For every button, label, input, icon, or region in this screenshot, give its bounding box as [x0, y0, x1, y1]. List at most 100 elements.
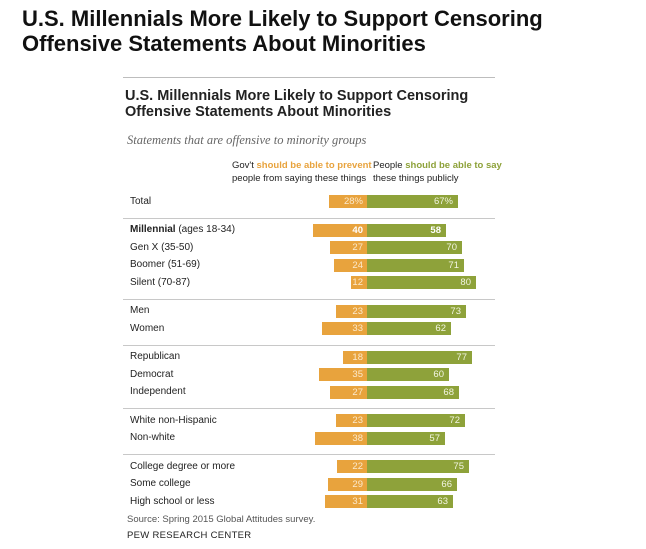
- value-prevent-independent: 27: [352, 386, 363, 398]
- row-label-text: Silent (70-87): [130, 276, 191, 288]
- row-label-text: Some college: [130, 478, 191, 489]
- bar-say-white-non-hispanic: [367, 414, 465, 427]
- value-say-independent: 68: [443, 386, 454, 398]
- group-divider: [123, 217, 495, 219]
- page-title-line-1: U.S. Millennials More Likely to Support …: [22, 6, 543, 31]
- value-say-gen-x-35-50: 70: [446, 242, 457, 253]
- bar-prevent-republican: [343, 350, 367, 364]
- bar-say-non-white: [367, 431, 445, 445]
- value-say-republican: 77: [456, 351, 467, 363]
- source-note: Source: Spring 2015 Global Attitudes sur…: [127, 514, 316, 525]
- bar-say-democrat: [367, 368, 449, 381]
- row-label-republican: Republican: [130, 351, 180, 362]
- bar-prevent-total: [329, 195, 367, 208]
- bar-say-high-school-or-less: [367, 495, 453, 508]
- row-label-women: Women: [130, 323, 164, 334]
- row-label-text: Independent: [130, 386, 186, 397]
- value-say-millennial: 58: [430, 224, 441, 236]
- row-label-text: Gen X (35-50): [130, 241, 194, 253]
- row-label-total: Total: [130, 196, 151, 207]
- legend-say-line-2: these things publicly: [373, 173, 459, 184]
- page-title: U.S. Millennials More Likely to Support …: [22, 6, 632, 56]
- row-label-text: High school or less: [130, 495, 215, 507]
- value-say-women: 62: [435, 323, 446, 334]
- bar-prevent-white-non-hispanic: [336, 414, 367, 427]
- legend-prevent-prefix: Gov't: [232, 160, 257, 171]
- row-label-text: Women: [130, 322, 165, 334]
- value-say-college-degree-or-more: 75: [453, 461, 464, 472]
- bar-say-independent: [367, 385, 459, 399]
- value-prevent-some-college: 29: [352, 478, 363, 490]
- row-label-text: Republican: [130, 351, 181, 362]
- value-say-total: 67%: [433, 196, 453, 207]
- page-title-line-2: Offensive Statements About Minorities: [22, 31, 426, 56]
- bar-say-millennial: [367, 223, 446, 237]
- group-divider: [123, 298, 495, 300]
- value-say-boomer-51-69: 71: [448, 259, 459, 271]
- credit-line: PEW RESEARCH CENTER: [127, 530, 252, 541]
- row-label-text: Millennial: [130, 224, 176, 235]
- row-label-text: Boomer (51-69): [130, 259, 201, 270]
- bar-prevent-men: [336, 304, 367, 318]
- row-label-text: College degree or more: [130, 460, 236, 472]
- legend-prevent: Gov't should be able to prevent people f…: [232, 159, 372, 185]
- chart-title-line-2: Offensive Statements About Minorities: [125, 104, 392, 120]
- row-label-white-non-hispanic: White non-Hispanic: [130, 415, 217, 426]
- bar-prevent-millennial: [313, 223, 367, 237]
- bar-prevent-independent: [330, 385, 367, 399]
- bar-prevent-high-school-or-less: [325, 495, 367, 508]
- value-prevent-high-school-or-less: 31: [352, 496, 363, 507]
- row-label-text: Total: [130, 195, 152, 207]
- value-prevent-men: 23: [352, 305, 363, 317]
- value-prevent-white-non-hispanic: 23: [352, 415, 363, 426]
- row-label-silent-70-87: Silent (70-87): [130, 277, 190, 288]
- value-say-men: 73: [450, 305, 461, 317]
- row-label-text: Men: [130, 305, 150, 316]
- bar-prevent-silent-70-87: [351, 276, 367, 289]
- row-label-text: Non-white: [130, 432, 176, 443]
- row-label-millennial: Millennial (ages 18-34): [130, 224, 235, 235]
- row-label-men: Men: [130, 305, 149, 316]
- row-label-democrat: Democrat: [130, 369, 173, 380]
- chart-title: U.S. Millennials More Likely to Support …: [125, 88, 505, 120]
- bar-prevent-democrat: [319, 368, 367, 381]
- bar-say-men: [367, 304, 466, 318]
- row-label-non-white: Non-white: [130, 432, 175, 443]
- value-say-white-non-hispanic: 72: [449, 415, 460, 426]
- row-label-text: White non-Hispanic: [130, 414, 217, 426]
- group-divider: [123, 454, 495, 455]
- bar-prevent-college-degree-or-more: [337, 460, 367, 473]
- value-say-democrat: 60: [433, 369, 444, 380]
- bar-say-republican: [367, 350, 472, 364]
- group-divider: [123, 344, 495, 346]
- bar-say-gen-x-35-50: [367, 241, 462, 254]
- value-prevent-millennial: 40: [352, 224, 363, 236]
- bar-say-college-degree-or-more: [367, 460, 469, 473]
- row-label-some-college: Some college: [130, 478, 191, 489]
- bar-say-women: [367, 322, 451, 335]
- value-prevent-boomer-51-69: 24: [352, 259, 363, 271]
- row-label-boomer-51-69: Boomer (51-69): [130, 259, 200, 270]
- bar-prevent-some-college: [328, 477, 367, 491]
- bar-say-some-college: [367, 477, 457, 491]
- row-label-independent: Independent: [130, 386, 186, 397]
- value-prevent-total: 28%: [343, 196, 363, 207]
- value-prevent-silent-70-87: 12: [352, 277, 363, 288]
- legend-say: People should be able to say these thing…: [373, 159, 502, 185]
- chart-title-line-1: U.S. Millennials More Likely to Support …: [125, 88, 469, 104]
- value-say-some-college: 66: [441, 478, 452, 490]
- value-prevent-college-degree-or-more: 22: [352, 461, 363, 472]
- value-say-high-school-or-less: 63: [437, 496, 448, 507]
- chart-subtitle: Statements that are offensive to minorit…: [127, 133, 367, 147]
- row-label-text: Democrat: [130, 368, 174, 380]
- chart-top-rule: [123, 77, 495, 78]
- bar-prevent-non-white: [315, 431, 367, 445]
- bar-say-total: [367, 195, 458, 208]
- row-label-note: (ages 18-34): [175, 224, 236, 235]
- bar-prevent-gen-x-35-50: [330, 241, 367, 254]
- value-prevent-women: 33: [352, 323, 363, 334]
- bar-say-boomer-51-69: [367, 258, 464, 272]
- row-label-college-degree-or-more: College degree or more: [130, 461, 235, 472]
- legend-prevent-line-2: people from saying these things: [232, 173, 367, 184]
- value-say-non-white: 57: [429, 432, 440, 444]
